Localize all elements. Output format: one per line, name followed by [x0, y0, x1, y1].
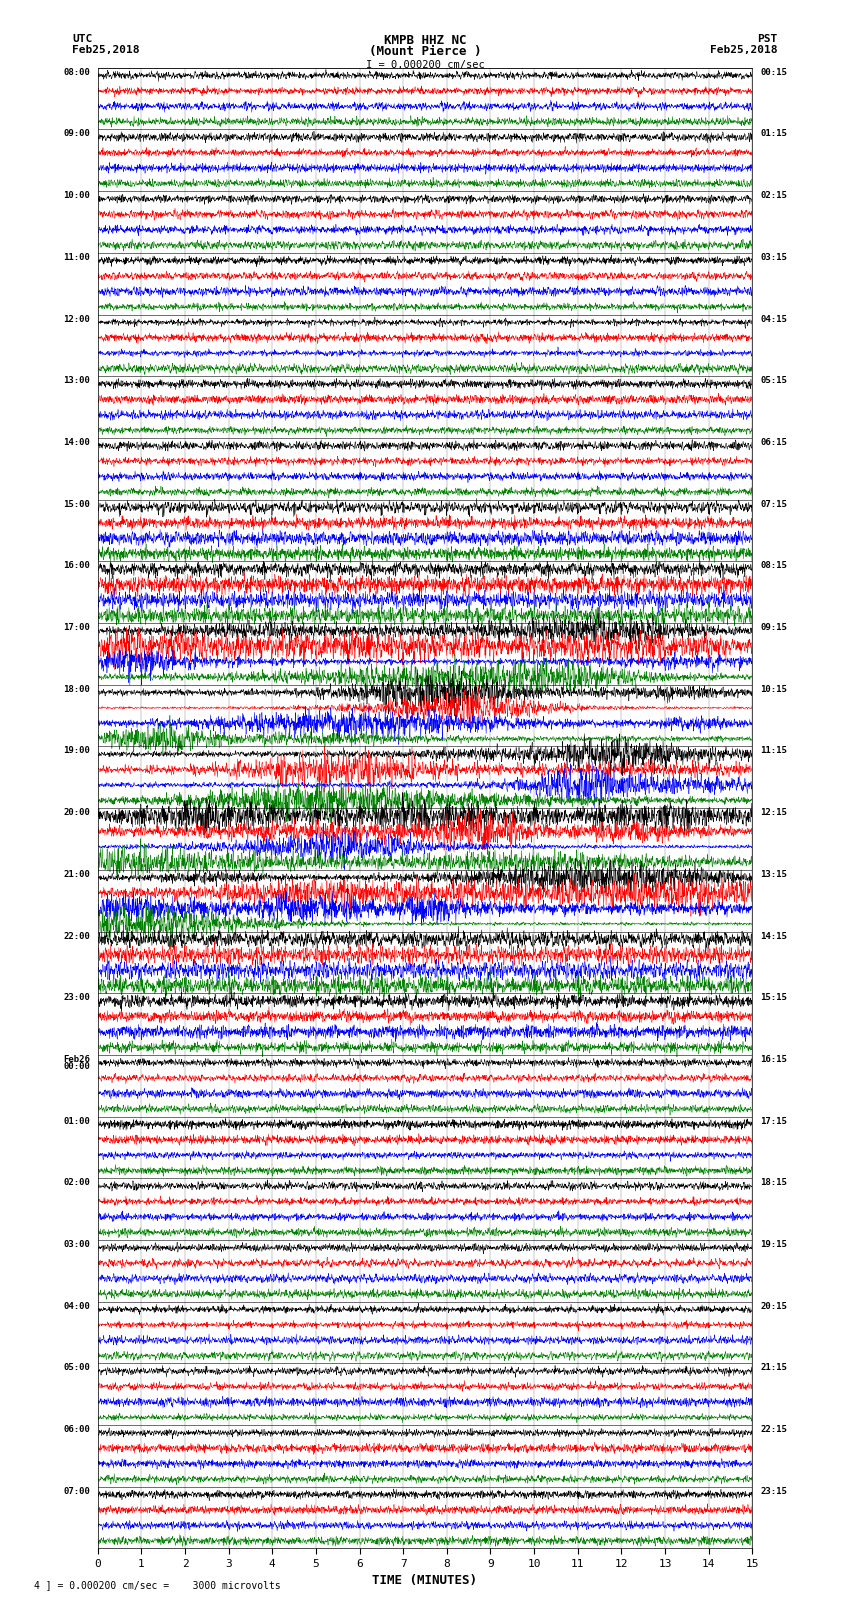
Text: 12:15: 12:15 — [760, 808, 787, 818]
Text: 23:15: 23:15 — [760, 1487, 787, 1495]
Text: 02:00: 02:00 — [63, 1177, 90, 1187]
Text: 15:00: 15:00 — [63, 500, 90, 508]
Text: (Mount Pierce ): (Mount Pierce ) — [369, 45, 481, 58]
Text: 14:15: 14:15 — [760, 931, 787, 940]
Text: 04:00: 04:00 — [63, 1302, 90, 1311]
Text: 16:00: 16:00 — [63, 561, 90, 571]
Text: 16:15: 16:15 — [760, 1055, 787, 1065]
Text: 09:15: 09:15 — [760, 623, 787, 632]
Text: 11:15: 11:15 — [760, 747, 787, 755]
Text: 07:15: 07:15 — [760, 500, 787, 508]
Text: 10:15: 10:15 — [760, 684, 787, 694]
Text: 06:00: 06:00 — [63, 1426, 90, 1434]
Text: Feb25,2018: Feb25,2018 — [711, 45, 778, 55]
Text: 01:15: 01:15 — [760, 129, 787, 139]
Text: 03:15: 03:15 — [760, 253, 787, 261]
Text: 08:15: 08:15 — [760, 561, 787, 571]
Text: 18:00: 18:00 — [63, 684, 90, 694]
X-axis label: TIME (MINUTES): TIME (MINUTES) — [372, 1574, 478, 1587]
Text: 03:00: 03:00 — [63, 1240, 90, 1248]
Text: UTC: UTC — [72, 34, 93, 44]
Text: 20:00: 20:00 — [63, 808, 90, 818]
Text: 09:00: 09:00 — [63, 129, 90, 139]
Text: PST: PST — [757, 34, 778, 44]
Text: 23:00: 23:00 — [63, 994, 90, 1002]
Text: 20:15: 20:15 — [760, 1302, 787, 1311]
Text: 4 ] = 0.000200 cm/sec =    3000 microvolts: 4 ] = 0.000200 cm/sec = 3000 microvolts — [34, 1581, 280, 1590]
Text: 05:15: 05:15 — [760, 376, 787, 386]
Text: 00:15: 00:15 — [760, 68, 787, 77]
Text: 13:15: 13:15 — [760, 869, 787, 879]
Text: 05:00: 05:00 — [63, 1363, 90, 1373]
Text: 22:15: 22:15 — [760, 1426, 787, 1434]
Text: 21:00: 21:00 — [63, 869, 90, 879]
Text: 00:00: 00:00 — [63, 1063, 90, 1071]
Text: 02:15: 02:15 — [760, 192, 787, 200]
Text: 06:15: 06:15 — [760, 439, 787, 447]
Text: Feb26: Feb26 — [63, 1055, 90, 1065]
Text: 14:00: 14:00 — [63, 439, 90, 447]
Text: 08:00: 08:00 — [63, 68, 90, 77]
Text: 21:15: 21:15 — [760, 1363, 787, 1373]
Text: 10:00: 10:00 — [63, 192, 90, 200]
Text: 11:00: 11:00 — [63, 253, 90, 261]
Text: 17:15: 17:15 — [760, 1116, 787, 1126]
Text: 07:00: 07:00 — [63, 1487, 90, 1495]
Text: I = 0.000200 cm/sec: I = 0.000200 cm/sec — [366, 60, 484, 69]
Text: 19:00: 19:00 — [63, 747, 90, 755]
Text: 18:15: 18:15 — [760, 1177, 787, 1187]
Text: 13:00: 13:00 — [63, 376, 90, 386]
Text: 17:00: 17:00 — [63, 623, 90, 632]
Text: 15:15: 15:15 — [760, 994, 787, 1002]
Text: 01:00: 01:00 — [63, 1116, 90, 1126]
Text: 04:15: 04:15 — [760, 315, 787, 324]
Text: Feb25,2018: Feb25,2018 — [72, 45, 139, 55]
Text: 19:15: 19:15 — [760, 1240, 787, 1248]
Text: KMPB HHZ NC: KMPB HHZ NC — [383, 34, 467, 47]
Text: 22:00: 22:00 — [63, 931, 90, 940]
Text: 12:00: 12:00 — [63, 315, 90, 324]
